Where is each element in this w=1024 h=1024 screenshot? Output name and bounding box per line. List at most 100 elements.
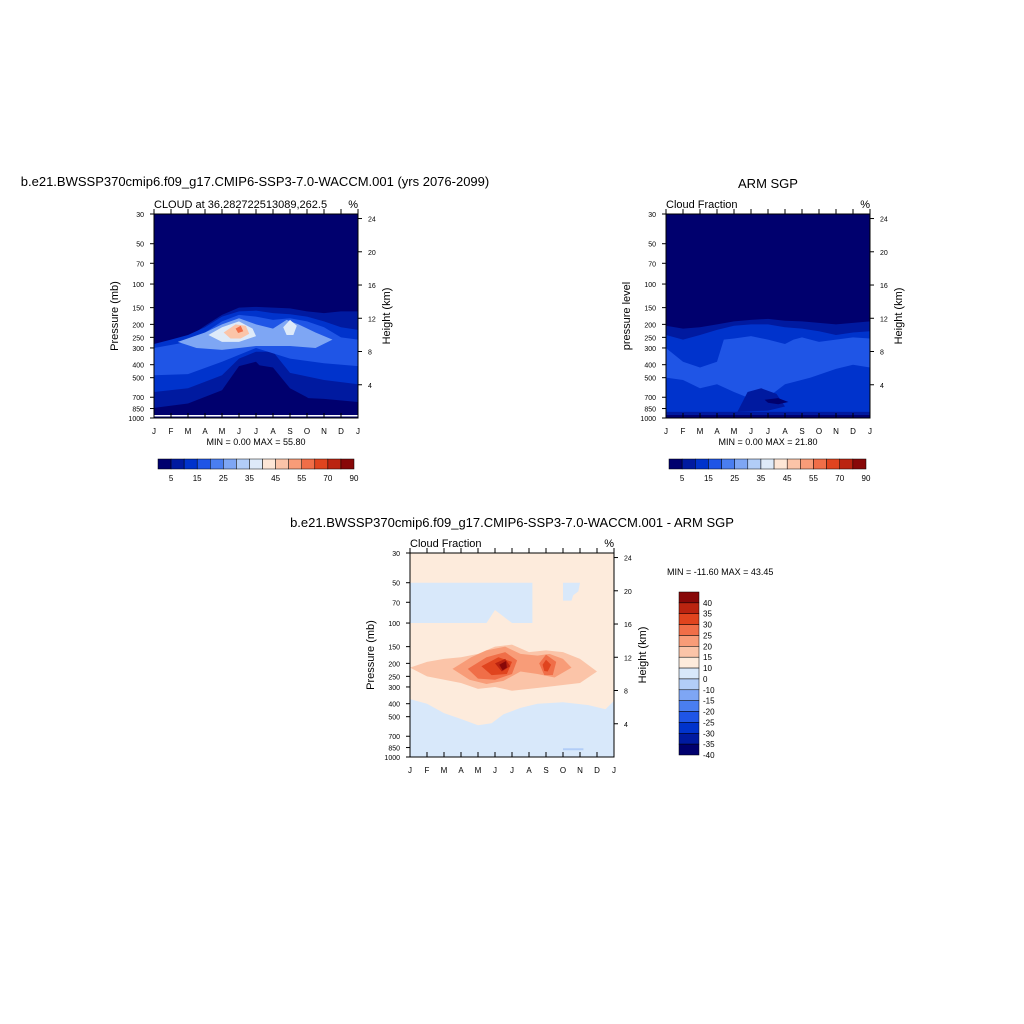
y-tick-label: 1000 [640,416,656,423]
colorbar-label: -15 [703,697,715,706]
x-tick-label: J [510,766,514,775]
colorbar-label: 70 [835,474,844,483]
colorbar-cell [800,458,814,470]
colorbar-cell [340,458,355,470]
colorbar-cell [786,458,801,470]
x-tick-label: A [458,766,464,775]
y-tick-label: 200 [644,322,656,329]
height-tick-label: 12 [624,655,632,662]
colorbar-label: 30 [703,621,712,630]
y-tick-label: 30 [648,212,656,219]
x-tick-label: S [287,427,292,436]
height-tick-label: 24 [624,556,632,563]
stats-label: MIN = -11.60 MAX = 43.45 [667,567,773,577]
colorbar-cell [327,458,342,470]
colorbar-cell [678,646,700,658]
y-axis-label: pressure level [621,282,633,350]
contour-10 [499,660,507,671]
chart-subtitle: CLOUD at 36.282722513089,262.5 [154,199,327,211]
colorbar: 5 15 25 35 45 55 70 90 [157,458,359,483]
height-tick-label: 20 [368,250,376,257]
colorbar-label: 15 [703,653,712,662]
colorbar-cell [196,458,211,470]
height-tick-label: 4 [624,722,628,729]
chart-subtitle: Cloud Fraction [666,199,738,211]
x-tick-label: J [408,766,412,775]
colorbar-label: -25 [703,718,715,727]
y-tick-label: 500 [132,376,144,383]
contour-2 [563,582,580,601]
plot-field [154,214,358,418]
stats-label: MIN = 0.00 MAX = 55.80 [206,437,305,447]
y-tick-label: 700 [644,395,656,402]
colorbar: 5 15 25 35 45 55 70 90 [668,458,871,483]
colorbar-label: -10 [703,686,715,695]
colorbar-cell [852,458,867,470]
y-tick-label: 50 [648,242,656,249]
colorbar-label: -40 [703,751,715,760]
y-tick-label: 300 [132,346,144,353]
colorbar-cell [236,458,250,470]
colorbar-cell [678,635,700,647]
y-tick-label: 400 [388,702,400,709]
height-tick-label: 20 [880,250,888,257]
contour-11 [542,659,552,672]
y-tick-label: 50 [392,581,400,588]
y-tick-label: 100 [388,621,400,628]
height-axis-label: Height (km) [381,288,393,345]
contour-3 [666,336,870,399]
colorbar-label: 70 [323,474,332,483]
x-tick-label: J [356,427,360,436]
colorbar-cell [678,613,700,625]
y-tick-label: 30 [136,212,144,219]
colorbar-label: 5 [169,474,174,483]
x-tick-label: D [594,766,600,775]
x-tick-label: J [152,427,156,436]
colorbar-label: 45 [271,474,280,483]
height-axis-label: Height (km) [893,288,905,345]
y-tick-label: 400 [644,363,656,370]
colorbar-cell [721,458,735,470]
colorbar-cell [678,743,700,756]
y-tick-label: 100 [644,282,656,289]
units-label: % [860,199,870,211]
colorbar-cell [678,700,700,712]
colorbar-cell [734,458,749,470]
chart-panel-3: J F M A M J J A S O N D J305070100150200250300400500… [290,515,773,775]
colorbar-label: 55 [809,474,818,483]
x-tick-label: F [425,766,430,775]
y-axis-label: Pressure (mb) [109,281,121,351]
y-tick-label: 500 [388,715,400,722]
height-tick-label: 8 [880,350,884,357]
colorbar-cell [681,458,696,470]
x-tick-label: A [270,427,276,436]
x-tick-label: D [850,427,856,436]
height-tick-label: 8 [368,350,372,357]
plot-field [666,214,870,418]
colorbar-cell [678,624,700,636]
colorbar-cell [678,711,700,723]
x-tick-label: A [782,427,788,436]
colorbar-label: 40 [703,599,712,608]
height-tick-label: 16 [880,283,888,290]
x-tick-label: M [731,427,738,436]
colorbar-label: 45 [783,474,792,483]
y-tick-label: 1000 [128,416,144,423]
contour-9 [233,364,318,418]
plot-field [410,553,614,757]
x-tick-label: M [697,427,704,436]
x-tick-label: N [833,427,839,436]
colorbar-cell [275,458,289,470]
colorbar-label: 35 [756,474,765,483]
contour-6 [223,324,250,339]
colorbar-cell [262,458,276,470]
chart-panel-1: J F M A M J J A S O N D J 30 50 70 100 150 200 250 300 400 500… [21,174,489,483]
x-tick-label: A [202,427,208,436]
colorbar-cell [314,458,329,470]
y-tick-label: 250 [388,674,400,681]
chart-title: b.e21.BWSSP370cmip6.f09_g17.CMIP6-SSP3-7… [21,174,489,189]
x-tick-label: M [219,427,226,436]
colorbar-label: 25 [703,631,712,640]
